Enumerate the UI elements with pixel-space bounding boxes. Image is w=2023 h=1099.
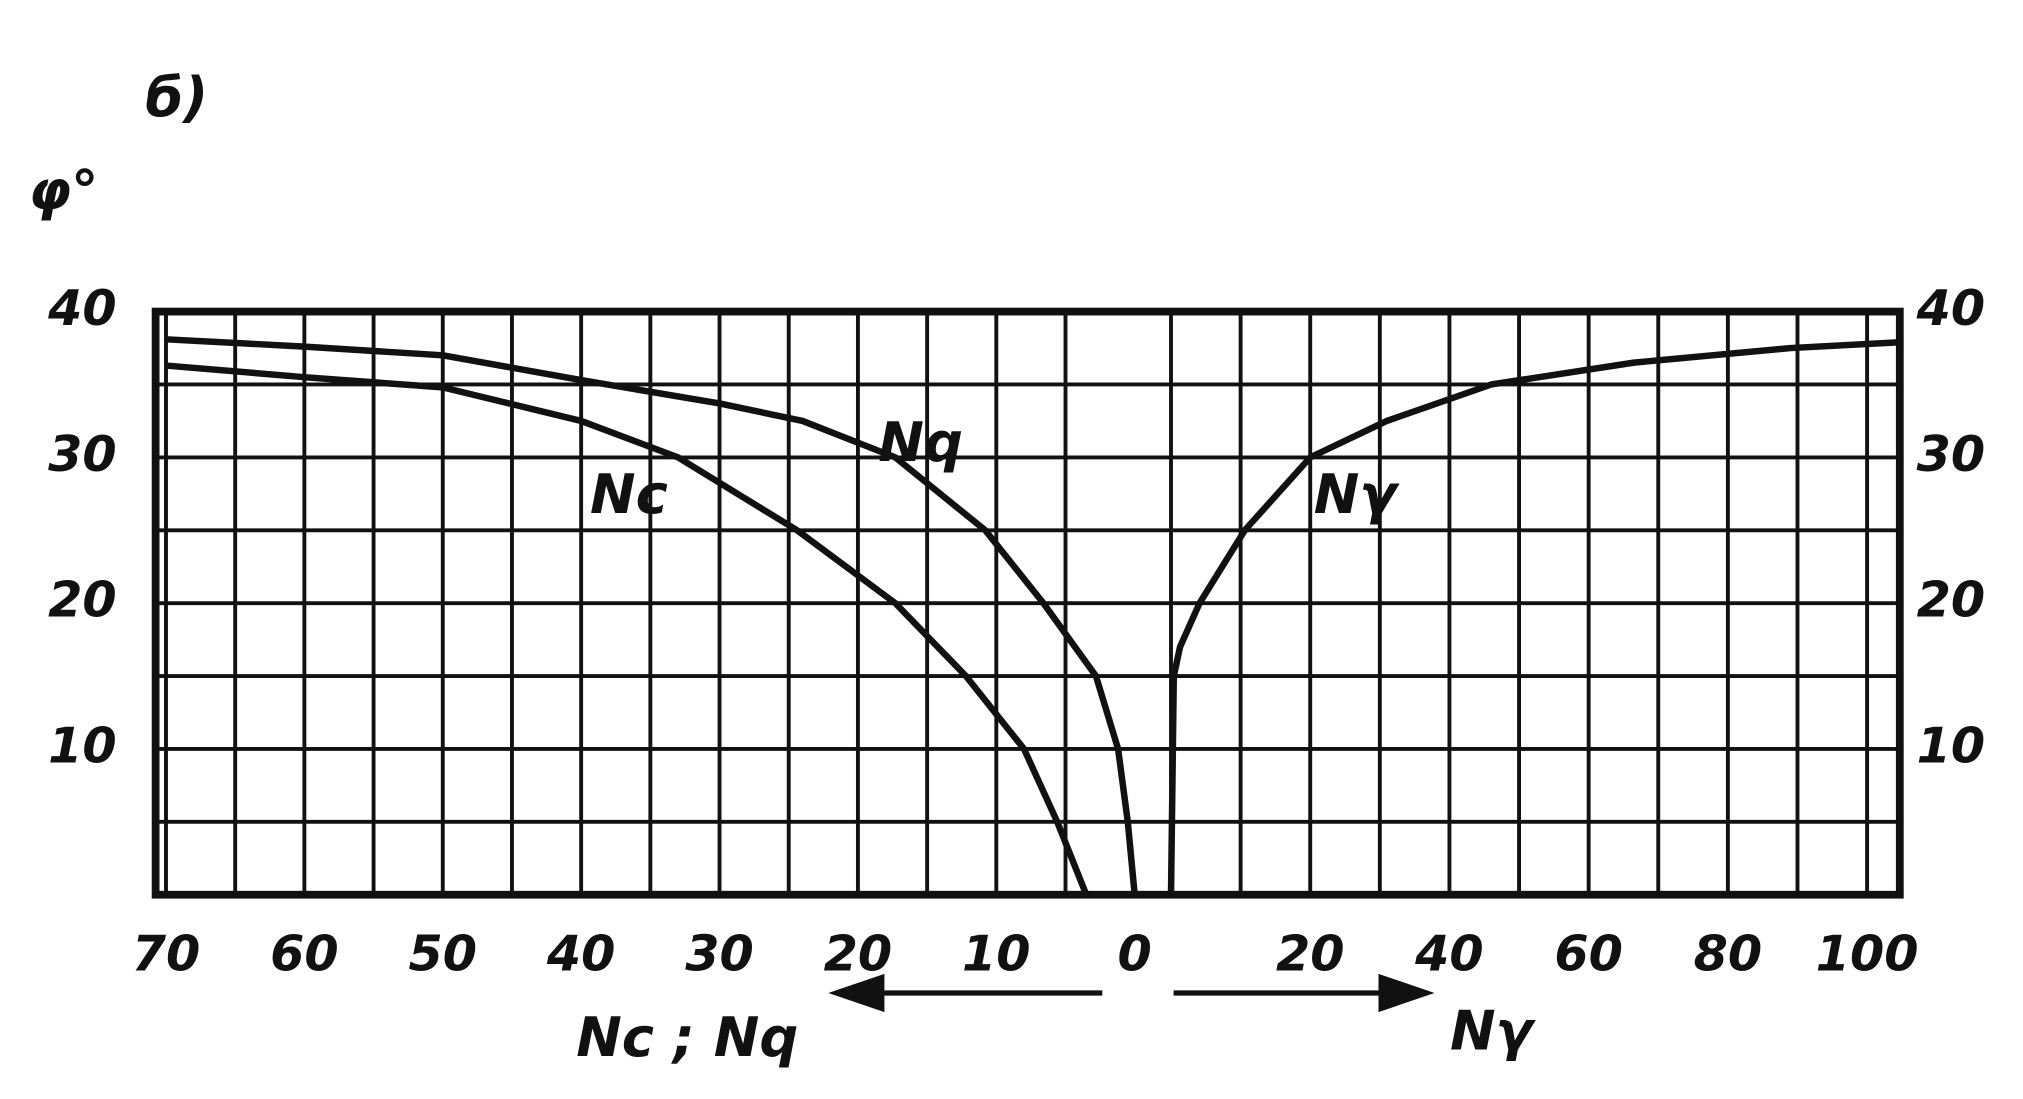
x-tick-label: 50 [408,924,477,982]
x-tick-label: 70 [132,924,201,982]
arrow-left-head [828,973,885,1013]
x-tick-label: 60 [270,924,339,982]
x-tick-label: 0 [1118,924,1152,982]
x-tick-label: 10 [962,924,1031,982]
series-line [165,362,1090,896]
x2-tick-label: 60 [1554,924,1623,982]
x-tick-label: 40 [546,924,616,982]
series-label: Nc [590,463,668,526]
y2-tick-label: 10 [1917,716,1986,774]
x2-tick-label: 80 [1694,924,1763,982]
x2-tick-label: 40 [1414,924,1484,982]
y2-tick-label: 40 [1916,279,1986,337]
x2-tick-label: 20 [1276,924,1345,982]
y-tick-label: 10 [48,716,117,774]
series-label: Nγ [1314,463,1401,526]
series-line [165,336,1138,896]
arrows [828,973,1435,1013]
x2-tick-label: 100 [1816,924,1919,982]
y2-tick-label: 30 [1917,425,1986,483]
y-tick-label: 30 [48,425,117,483]
x-tick-label: 30 [685,924,754,982]
x2-axis-label: Nγ [1450,1000,1537,1063]
chart-title: б) [145,66,208,129]
x-tick-label: 20 [824,924,893,982]
series-line [1167,338,1900,895]
x-axis-label: Nc ; Nq [576,1006,798,1069]
y2-tick-label: 20 [1917,571,1986,629]
y-tick-label: 20 [48,571,117,629]
arrow-right-head [1378,973,1435,1013]
y-tick-label: 40 [47,279,117,337]
y-axis-label: φ° [29,159,99,222]
series-label: Nq [878,411,963,474]
